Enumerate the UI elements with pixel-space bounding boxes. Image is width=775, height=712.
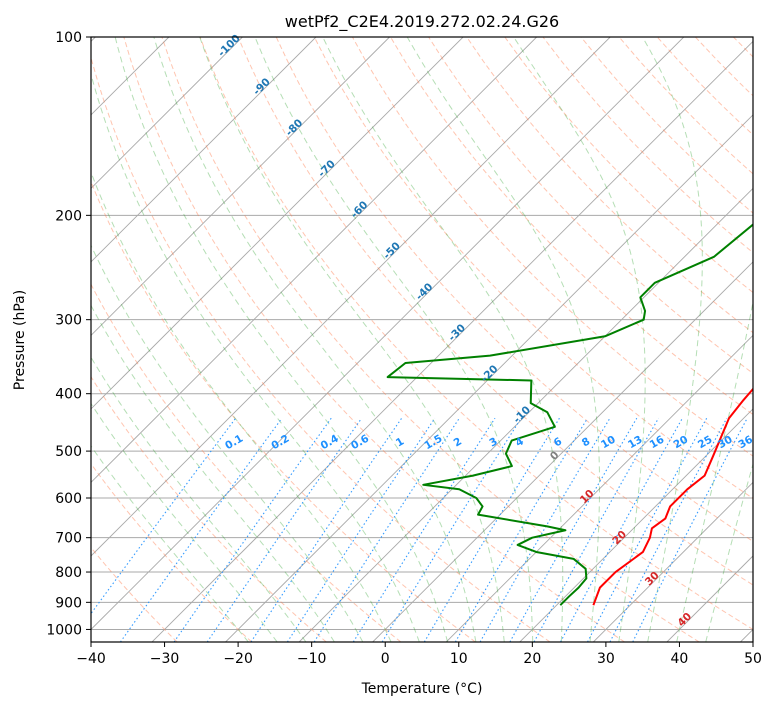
x-tick-label: 10 xyxy=(450,651,468,667)
x-tick-label: 40 xyxy=(671,651,689,667)
y-tick-label: 700 xyxy=(55,531,82,547)
y-tick-label: 1000 xyxy=(46,622,82,638)
x-tick-label: −20 xyxy=(223,651,253,667)
chart-title: wetPf2_C2E4.2019.272.02.24.G26 xyxy=(285,12,559,32)
y-axis-label: Pressure (hPa) xyxy=(12,290,28,390)
y-tick-label: 300 xyxy=(55,313,82,329)
x-tick-label: 30 xyxy=(597,651,615,667)
x-tick-label: 20 xyxy=(523,651,541,667)
x-tick-label: 50 xyxy=(744,651,762,667)
y-tick-label: 500 xyxy=(55,444,82,460)
x-tick-label: 0 xyxy=(381,651,390,667)
x-tick-label: −30 xyxy=(150,651,180,667)
y-tick-label: 600 xyxy=(55,491,82,507)
y-tick-label: 200 xyxy=(55,208,82,224)
x-axis-label: Temperature (°C) xyxy=(361,681,483,697)
y-tick-label: 400 xyxy=(55,387,82,403)
y-tick-label: 100 xyxy=(55,30,82,46)
y-tick-label: 800 xyxy=(55,565,82,581)
y-tick-label: 900 xyxy=(55,595,82,611)
x-tick-label: −40 xyxy=(76,651,106,667)
x-tick-label: −10 xyxy=(297,651,327,667)
